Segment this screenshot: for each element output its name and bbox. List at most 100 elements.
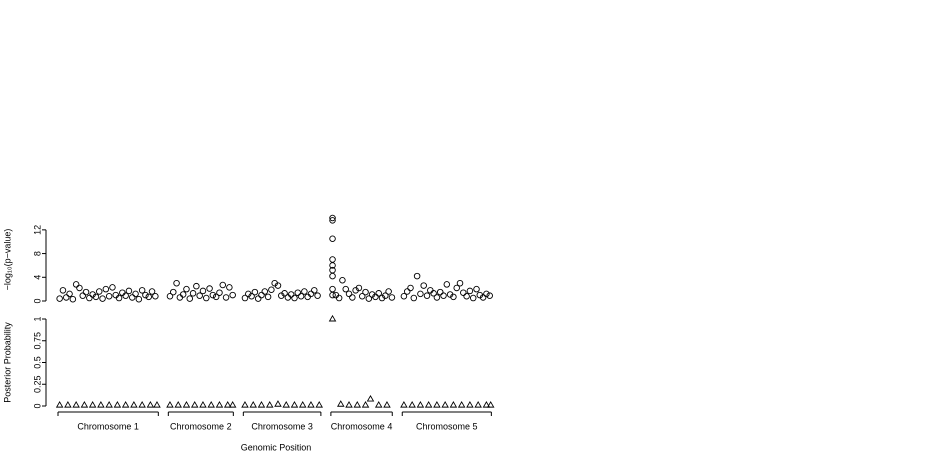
point [189, 290, 197, 297]
point [353, 401, 362, 408]
point [174, 401, 182, 408]
point [80, 401, 89, 408]
point [170, 288, 177, 296]
point [383, 401, 391, 408]
point [66, 290, 73, 298]
point [311, 287, 318, 294]
x-axis-label: Genomic Position [241, 442, 312, 452]
point [92, 293, 100, 301]
point [290, 401, 299, 408]
point [441, 401, 449, 408]
point [206, 285, 213, 292]
x-tick-label: Chromosome 1 [77, 421, 139, 431]
point [433, 294, 441, 301]
point [301, 288, 308, 295]
point [248, 293, 255, 300]
point [105, 401, 113, 408]
point [125, 287, 133, 295]
point [287, 291, 295, 298]
point [148, 288, 156, 295]
point [153, 401, 161, 408]
point [456, 279, 464, 287]
point [97, 401, 105, 408]
point [105, 293, 113, 300]
point [450, 293, 457, 301]
point [249, 401, 258, 408]
point [358, 293, 366, 300]
point [314, 292, 321, 299]
point [457, 401, 466, 408]
point [423, 292, 431, 299]
point [304, 293, 311, 301]
point [112, 291, 119, 299]
point [329, 235, 336, 242]
point [342, 285, 349, 293]
point [88, 401, 97, 408]
point [257, 401, 266, 408]
point [135, 295, 143, 303]
point [417, 290, 424, 298]
point [408, 401, 416, 408]
point [82, 288, 90, 296]
point [145, 293, 152, 301]
point [436, 288, 444, 296]
point [173, 279, 180, 287]
point [251, 288, 259, 296]
point [241, 401, 249, 408]
point [382, 292, 389, 299]
point [179, 291, 187, 298]
point [284, 294, 292, 301]
point [466, 287, 474, 295]
point [297, 293, 305, 300]
point [274, 400, 282, 407]
point [339, 277, 346, 284]
point [355, 284, 363, 292]
point [424, 401, 433, 408]
point [219, 281, 227, 289]
point [109, 284, 116, 291]
point [483, 290, 490, 298]
point [413, 272, 421, 280]
y-tick-label: 0 [32, 298, 42, 303]
y-axis-label: Posterior Probability [2, 322, 12, 403]
y-tick-label: 12 [32, 225, 42, 235]
point [138, 401, 146, 408]
point [56, 295, 63, 302]
point [193, 282, 200, 290]
x-tick-label: Chromosome 3 [251, 421, 313, 431]
y-tick-label: 0 [32, 403, 42, 408]
point [130, 401, 138, 408]
point [337, 400, 345, 407]
point [72, 401, 80, 408]
point [274, 282, 282, 289]
point [315, 401, 324, 408]
point [254, 295, 262, 302]
point [215, 401, 224, 408]
point [203, 294, 210, 302]
point [361, 401, 370, 408]
point [329, 272, 336, 280]
y-axis-label: −log₁₀(p−value) [2, 229, 12, 291]
point [291, 294, 298, 302]
point [222, 294, 230, 301]
point [182, 401, 191, 408]
point [55, 401, 64, 408]
point [207, 401, 215, 408]
point [349, 294, 356, 301]
point [102, 285, 110, 293]
point [229, 291, 236, 299]
point [228, 401, 237, 408]
point [307, 290, 315, 298]
point [345, 290, 353, 298]
point [79, 292, 86, 299]
point [216, 289, 223, 296]
point [146, 401, 155, 408]
point [138, 287, 146, 294]
point [64, 401, 72, 408]
y-tick-label: 0.25 [32, 375, 42, 393]
point [466, 401, 474, 408]
point [362, 288, 369, 296]
point [212, 293, 220, 301]
point [443, 281, 451, 288]
